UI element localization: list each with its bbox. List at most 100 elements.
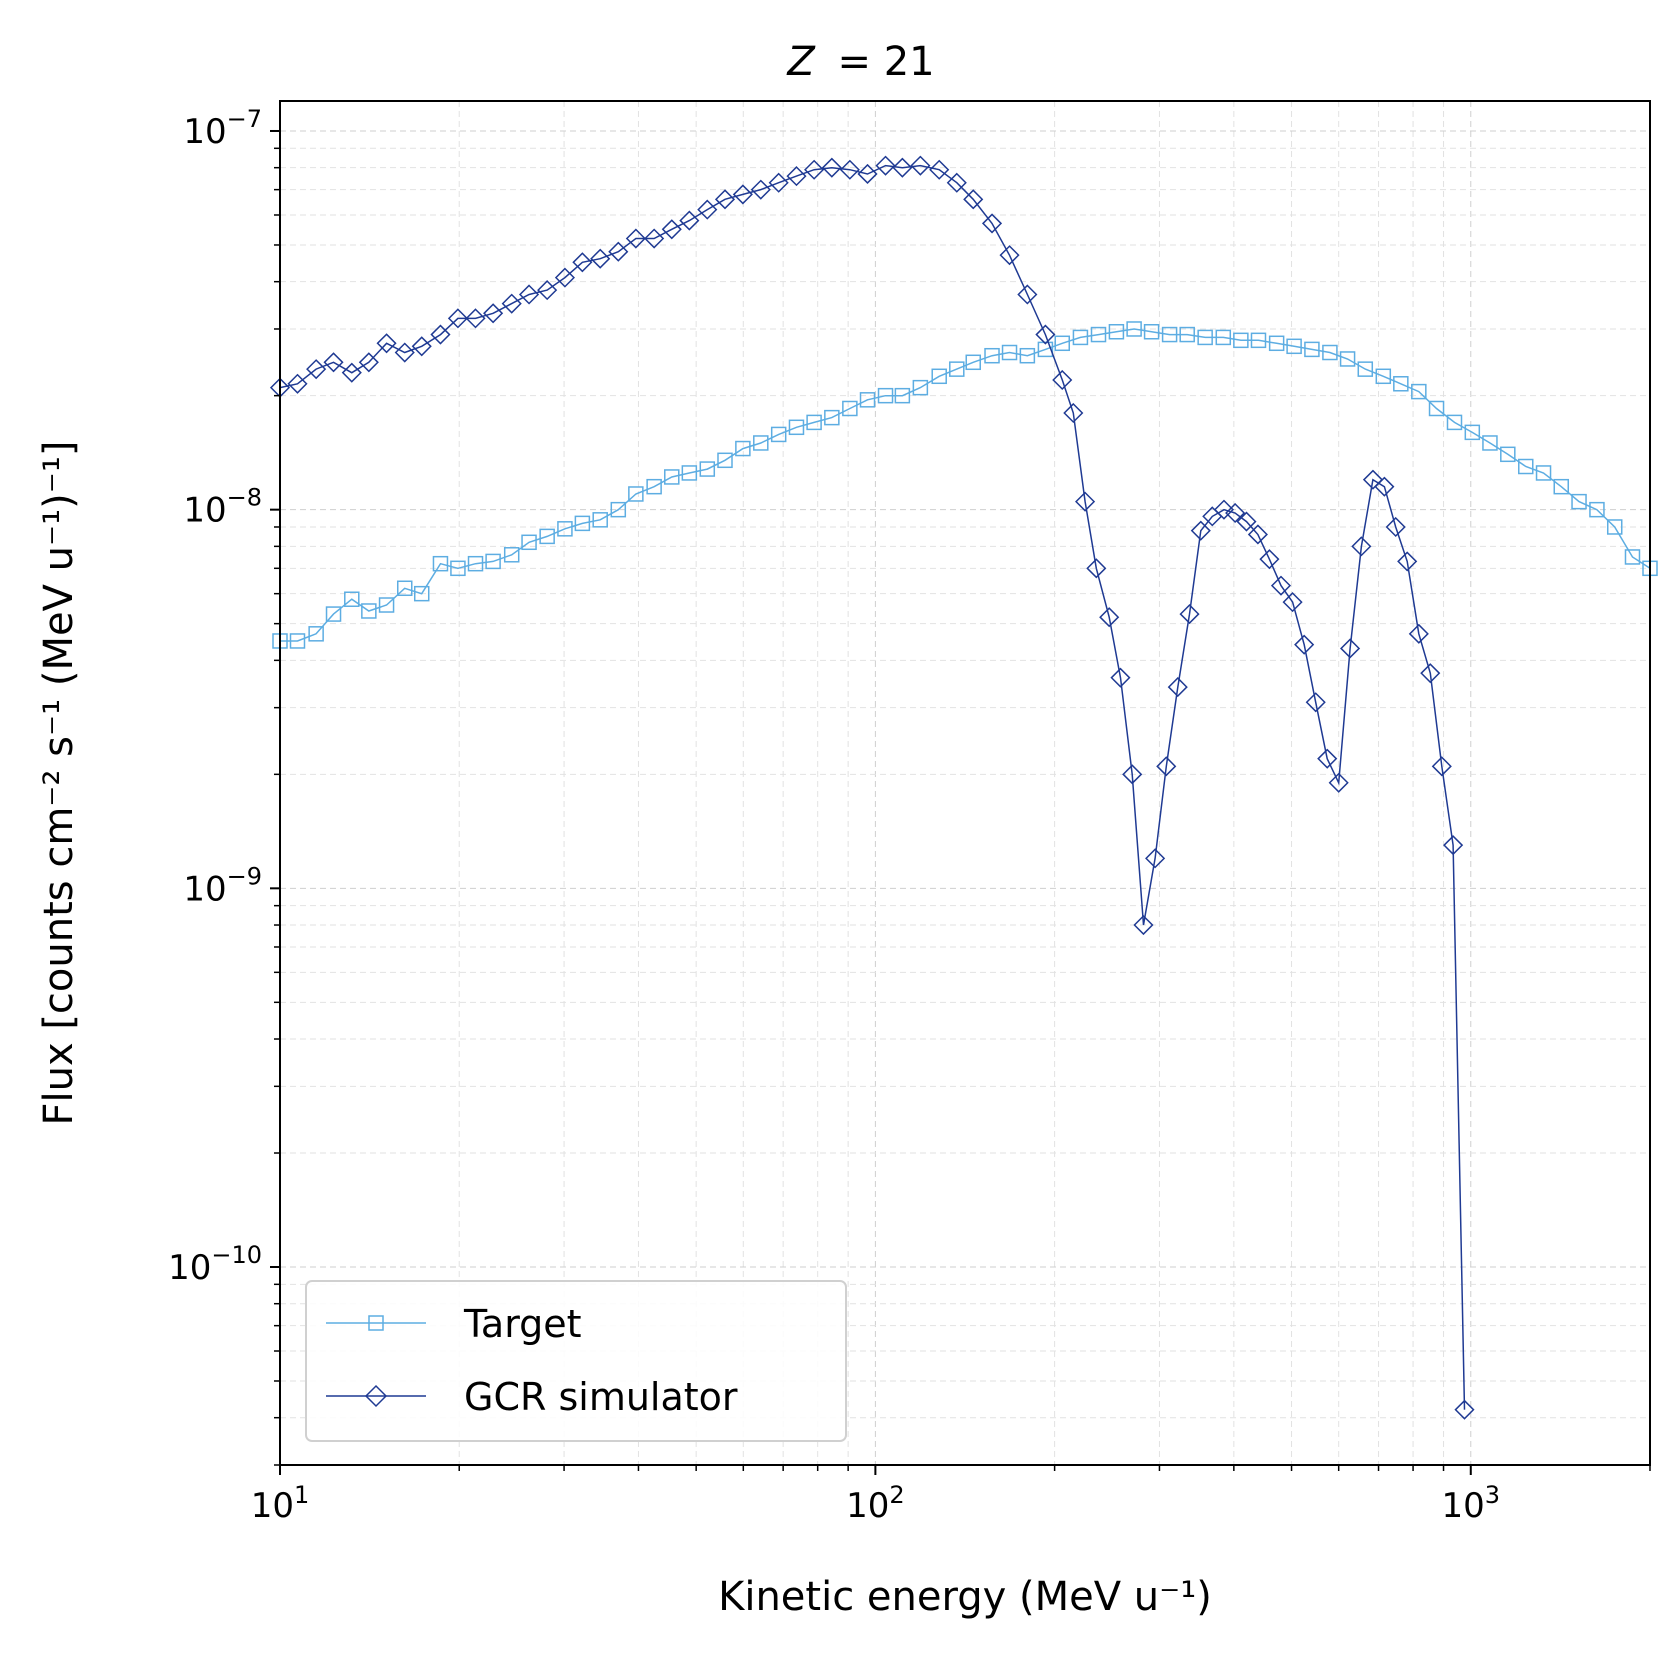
x-tick-label-exponent: 2 [889,1481,904,1509]
data-point-gcr [1317,748,1338,769]
data-point-target [1037,341,1054,358]
legend-entry-gcr: GCR simulator [326,1375,738,1419]
data-point-gcr [1133,914,1154,936]
data-point-gcr [1225,502,1246,524]
chart-title-variable: Z [786,39,816,85]
data-point-target [1250,332,1267,349]
data-point-target [557,521,573,537]
y-tick-label-base: 10 [183,869,226,909]
data-point-gcr [358,352,379,373]
data-point-gcr [1340,638,1361,659]
series-gcr [269,155,1475,1420]
data-point-gcr [999,245,1020,266]
data-point-target [1482,435,1498,451]
data-point-gcr [1017,284,1038,305]
data-point-target [1446,414,1463,431]
data-point-target [539,528,555,545]
data-point-gcr [1259,549,1280,570]
data-point-target [1500,446,1516,463]
data-point-target [1322,344,1338,361]
legend-label-target: Target [463,1302,582,1346]
y-tick-label-exponent: −9 [227,862,262,890]
data-point-gcr [821,157,842,178]
data-point-target [610,501,627,518]
data-point-target [1304,341,1320,358]
legend-entry-target: Target [326,1302,582,1346]
data-point-target [1268,335,1285,352]
data-point-target [1072,329,1089,346]
data-point-gcr [1305,692,1326,713]
data-point-target [1339,351,1356,367]
y-tick-label-exponent: −7 [227,105,262,133]
data-point-gcr [1236,511,1257,532]
data-point-target [485,553,501,570]
data-point-gcr [1247,524,1268,545]
data-point-gcr [1075,491,1096,512]
data-point-gcr [1110,667,1131,688]
y-tick-label-exponent: −8 [227,484,262,512]
data-point-target [1553,478,1570,495]
data-point-target [1001,344,1018,361]
data-point-target [1589,501,1605,518]
data-point-target [450,560,466,577]
data-point-target [1233,332,1249,349]
data-point-gcr [1362,469,1384,490]
y-tick-label: 10−7 [183,105,262,152]
data-point-gcr [1420,663,1441,684]
data-point-gcr [946,172,967,193]
data-point-gcr [1397,551,1418,572]
data-point-gcr [679,210,700,231]
x-tick-label-exponent: 1 [294,1481,309,1509]
data-point-gcr [1374,476,1395,497]
data-point-target [753,435,769,451]
data-point-gcr [1052,369,1073,391]
data-point-target [1375,368,1392,385]
data-point-gcr [1190,520,1211,541]
data-point-gcr [839,159,860,180]
data-point-gcr [625,228,646,249]
y-tick-label-base: 10 [183,112,226,152]
data-point-target [432,555,449,572]
data-point-gcr [465,308,486,329]
legend-marker-gcr [364,1384,388,1408]
data-point-gcr [376,333,397,354]
series-line-gcr [279,164,1466,1410]
chart-title: Z = 21 [786,39,934,85]
x-tick-label-base: 10 [251,1486,294,1526]
data-point-target [1215,329,1232,346]
data-point-target [681,465,698,481]
data-point-target [1090,326,1107,343]
data-point-target [1197,329,1213,346]
data-point-target [1535,465,1552,481]
data-point-target [1143,323,1160,340]
data-point-gcr [750,179,771,200]
data-point-target [824,409,840,426]
data-point-gcr [1270,575,1292,596]
data-point-gcr [341,362,362,383]
data-point-target [717,452,733,469]
chart-title-value: = 21 [837,39,934,85]
data-point-target [289,633,306,649]
data-point-gcr [1035,324,1056,345]
data-point-gcr [910,155,931,176]
data-point-target [1411,383,1427,400]
data-point-gcr [518,284,540,305]
data-point-target [344,591,360,607]
y-tick-label: 10−9 [183,862,262,909]
data-point-target [699,461,716,477]
x-tick-label-exponent: 3 [1485,1481,1500,1509]
data-point-target [1464,424,1481,441]
data-point-gcr [1294,634,1315,655]
data-point-gcr [447,308,468,329]
data-point-target [308,626,324,642]
data-point-gcr [1454,1399,1475,1420]
data-point-target [413,585,430,602]
data-point-gcr [1328,772,1349,793]
x-tick-label-base: 10 [1441,1486,1484,1526]
data-point-target [788,419,805,436]
data-point-target [378,597,395,613]
x-axis-label: Kinetic energy (MeV u⁻¹) [718,1574,1212,1620]
data-point-gcr [644,228,665,249]
